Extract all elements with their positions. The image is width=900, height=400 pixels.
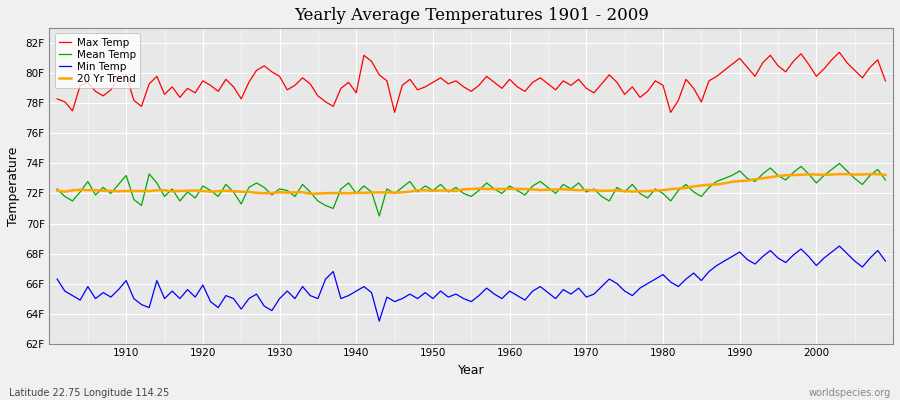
Min Temp xyxy=(282,289,292,294)
Mean Temp xyxy=(834,161,845,166)
20 Yr Trend xyxy=(865,172,876,176)
Min Temp xyxy=(512,293,523,298)
Min Temp xyxy=(834,244,845,248)
Text: Latitude 22.75 Longitude 114.25: Latitude 22.75 Longitude 114.25 xyxy=(9,388,169,398)
Max Temp xyxy=(504,77,515,82)
Mean Temp xyxy=(374,214,384,218)
Min Temp xyxy=(604,277,615,282)
20 Yr Trend xyxy=(336,191,346,196)
Max Temp xyxy=(389,110,400,115)
Min Temp xyxy=(52,277,63,282)
20 Yr Trend xyxy=(880,172,891,177)
X-axis label: Year: Year xyxy=(458,364,484,377)
Mean Temp xyxy=(113,182,124,187)
20 Yr Trend xyxy=(113,189,124,194)
20 Yr Trend xyxy=(52,188,63,193)
Max Temp xyxy=(512,84,523,89)
Min Temp xyxy=(504,289,515,294)
20 Yr Trend xyxy=(305,191,316,196)
Y-axis label: Temperature: Temperature xyxy=(7,146,20,226)
Min Temp xyxy=(374,319,384,324)
Mean Temp xyxy=(504,184,515,188)
Text: worldspecies.org: worldspecies.org xyxy=(809,388,891,398)
Max Temp xyxy=(113,76,124,80)
Line: 20 Yr Trend: 20 Yr Trend xyxy=(58,174,886,194)
Mean Temp xyxy=(328,206,338,211)
Min Temp xyxy=(880,259,891,264)
Max Temp xyxy=(282,88,292,92)
Title: Yearly Average Temperatures 1901 - 2009: Yearly Average Temperatures 1901 - 2009 xyxy=(293,7,649,24)
Mean Temp xyxy=(604,198,615,203)
Mean Temp xyxy=(52,186,63,191)
Min Temp xyxy=(113,287,124,292)
20 Yr Trend xyxy=(282,190,292,195)
20 Yr Trend xyxy=(604,188,615,193)
20 Yr Trend xyxy=(512,186,523,191)
Max Temp xyxy=(52,96,63,101)
Line: Mean Temp: Mean Temp xyxy=(58,164,886,216)
Mean Temp xyxy=(512,188,523,193)
Legend: Max Temp, Mean Temp, Min Temp, 20 Yr Trend: Max Temp, Mean Temp, Min Temp, 20 Yr Tre… xyxy=(55,34,140,88)
Mean Temp xyxy=(282,188,292,193)
Line: Min Temp: Min Temp xyxy=(58,246,886,321)
20 Yr Trend xyxy=(504,186,515,191)
Max Temp xyxy=(604,72,615,77)
Max Temp xyxy=(328,104,338,109)
Line: Max Temp: Max Temp xyxy=(58,52,886,112)
Max Temp xyxy=(880,78,891,83)
Mean Temp xyxy=(880,178,891,182)
Min Temp xyxy=(328,269,338,274)
Max Temp xyxy=(834,50,845,55)
